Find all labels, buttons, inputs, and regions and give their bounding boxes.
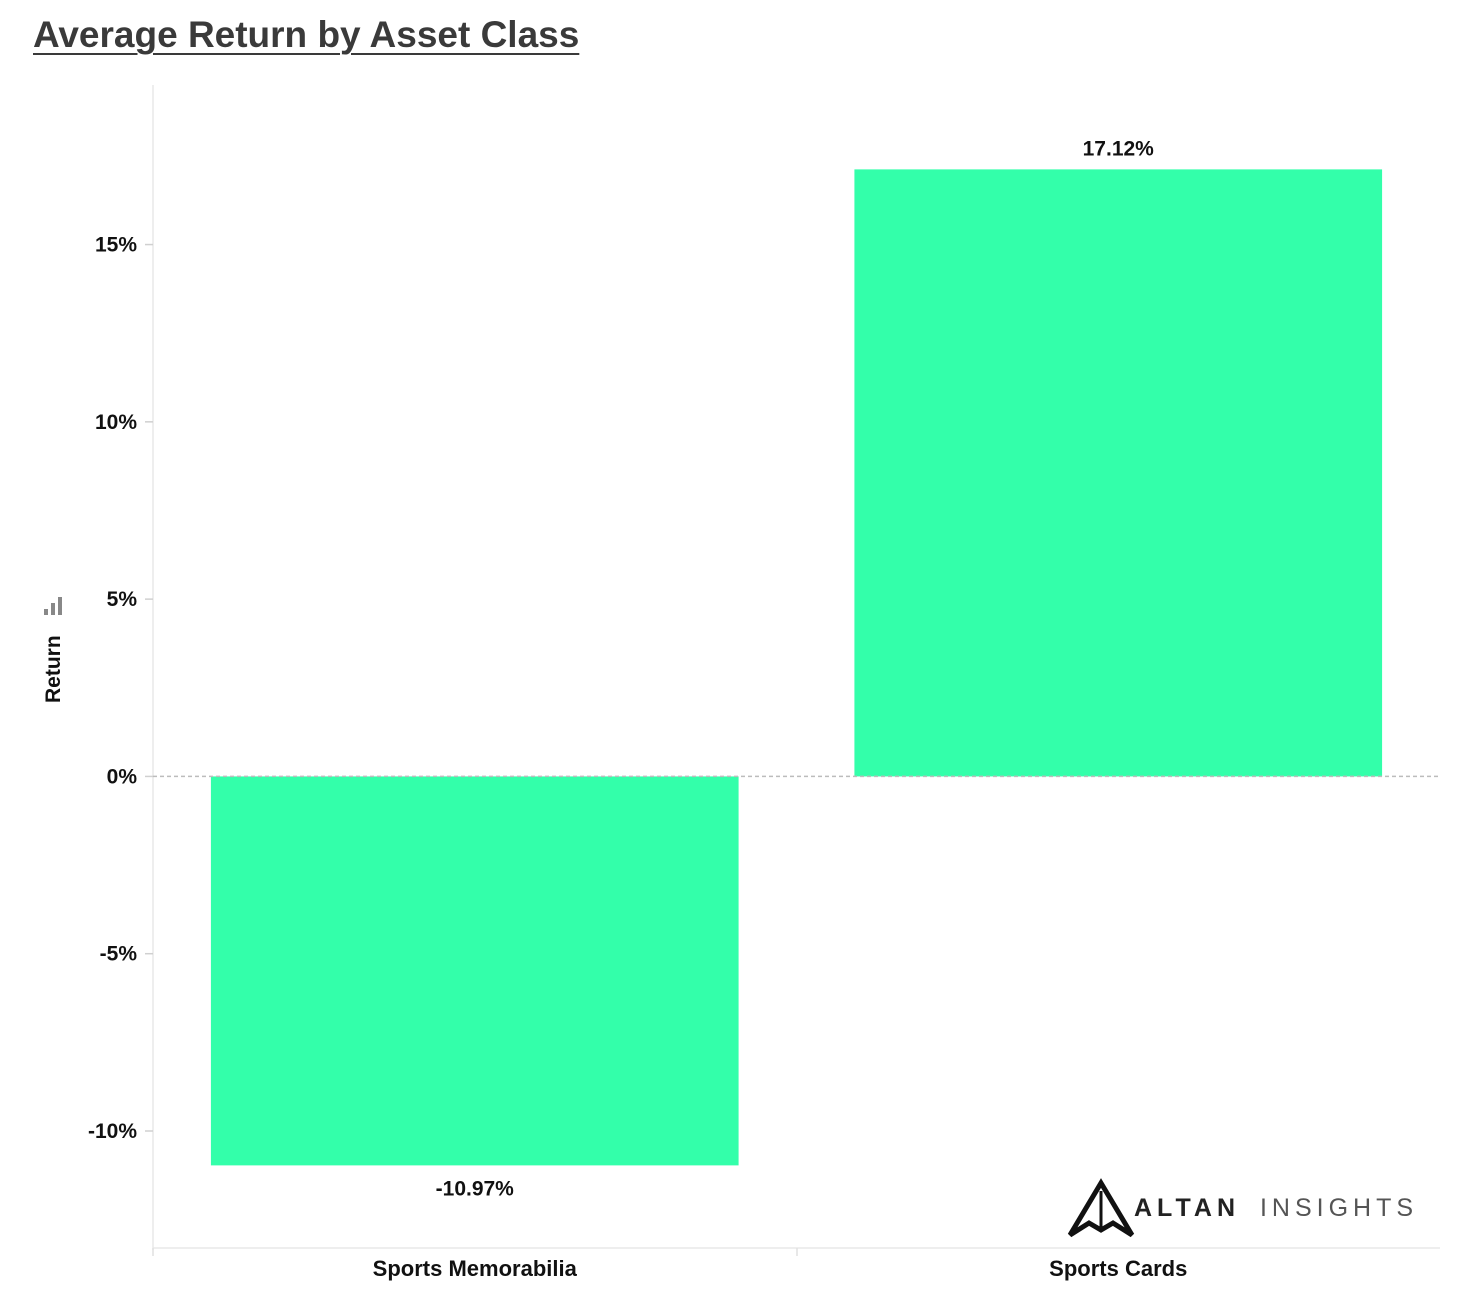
y-tick-label: -10% [88,1120,137,1143]
logo-suffix-text: INSIGHTS [1260,1194,1418,1222]
y-tick-label: 0% [107,765,138,788]
data-label: -10.97% [436,1177,515,1200]
altan-insights-logo: ALTAN INSIGHTS [1067,1178,1418,1238]
y-tick-label: 5% [107,588,138,611]
chart-title: Average Return by Asset Class [33,14,580,55]
x-axis-labels: Sports Memorabilia Sports Cards [373,1256,1188,1281]
mountain-logo-icon [1067,1178,1135,1238]
svg-text:ALTAN INSIGHTS: ALTAN INSIGHTS [1134,1194,1418,1222]
y-tick-label: 15% [95,234,137,257]
data-label: 17.12% [1083,137,1155,160]
x-tick-label: Sports Cards [1049,1256,1187,1281]
bar-sports-cards[interactable] [854,169,1383,777]
y-axis-ticks: -10% -5% 0% 5% 10% 15% [88,234,153,1143]
bars: -10.97% 17.12% [153,137,1440,1200]
x-tick-label: Sports Memorabilia [373,1256,578,1281]
logo-brand-text: ALTAN [1134,1194,1240,1222]
bar-chart-icon [44,597,62,615]
y-tick-label: 10% [95,411,137,434]
bar-sports-memorabilia[interactable] [210,776,739,1166]
y-tick-label: -5% [100,943,138,966]
y-axis-label: Return [42,635,65,703]
